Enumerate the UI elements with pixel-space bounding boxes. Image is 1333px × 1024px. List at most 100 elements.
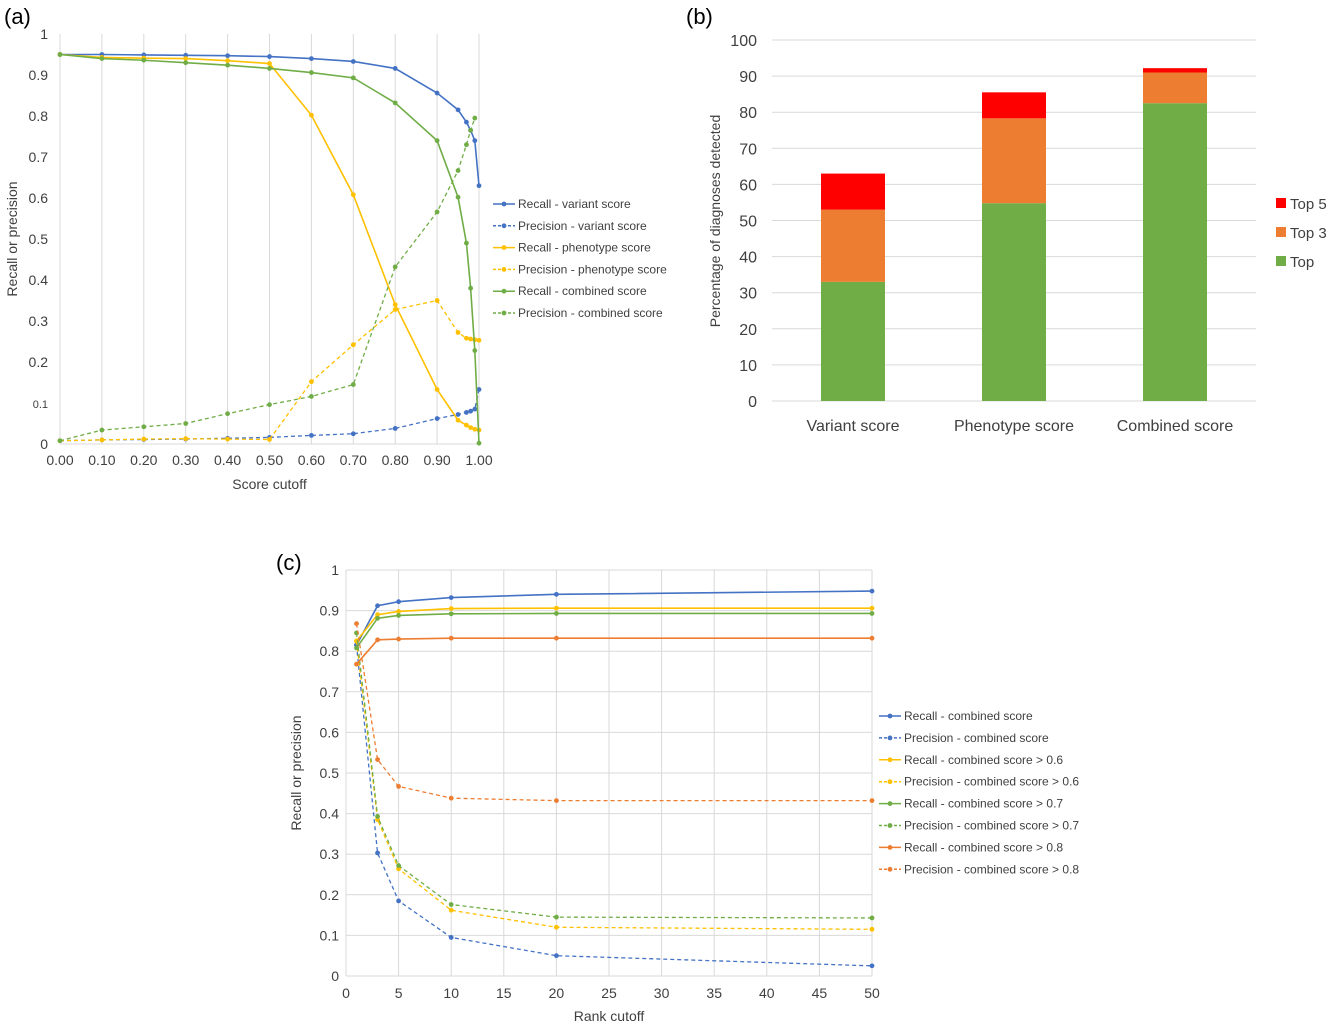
legend-swatch xyxy=(1276,227,1286,237)
data-point xyxy=(267,437,272,442)
data-point xyxy=(434,209,440,215)
bar-segment xyxy=(1143,72,1207,104)
legend-label: Precision - combined score > 0.6 xyxy=(904,775,1079,789)
data-point xyxy=(375,637,380,643)
data-point xyxy=(554,611,559,616)
legend-label: Recall - combined score > 0.8 xyxy=(904,840,1063,854)
data-point xyxy=(554,953,559,959)
data-point xyxy=(554,591,559,597)
x-category-label: Variant score xyxy=(806,418,899,435)
y-tick-label: 0.9 xyxy=(29,67,49,83)
series-line xyxy=(355,590,873,646)
bar-segment xyxy=(982,118,1046,204)
data-point xyxy=(554,605,559,611)
data-point xyxy=(183,60,189,66)
y-tick-label: 20 xyxy=(739,322,757,339)
data-point xyxy=(141,424,147,430)
data-point xyxy=(183,56,189,61)
y-tick-label: 50 xyxy=(739,214,757,231)
y-axis-title: Recall or precision xyxy=(288,715,304,830)
legend-marker xyxy=(887,713,893,719)
x-tick-label: 0.70 xyxy=(340,452,367,468)
legend-marker xyxy=(887,845,893,850)
legend-marker xyxy=(887,823,893,828)
data-point xyxy=(309,379,314,385)
legend-label: Recall - combined score > 0.6 xyxy=(904,753,1063,767)
data-point xyxy=(396,636,401,642)
data-point xyxy=(392,264,398,270)
legend-label: Precision - combined score xyxy=(518,306,663,320)
data-point xyxy=(554,924,559,930)
data-point xyxy=(375,757,380,763)
x-tick-label: 0.10 xyxy=(88,452,115,468)
legend-label: Top 3 xyxy=(1290,225,1327,242)
data-point xyxy=(99,427,105,433)
data-point xyxy=(448,606,454,611)
panel-b-chart: 0 10 20 30 40 50 60 70 80 90 100 Percentage of diag… xyxy=(707,33,1327,435)
data-point xyxy=(396,898,401,904)
x-axis-title: Rank cutoff xyxy=(574,1008,645,1024)
panel-a-label: (a) xyxy=(4,4,31,29)
data-point xyxy=(392,302,398,307)
data-point xyxy=(396,613,401,618)
legend-marker xyxy=(501,288,507,294)
series-line xyxy=(355,607,872,642)
y-axis-title: Recall or precision xyxy=(4,181,20,296)
legend-marker xyxy=(887,779,893,785)
legend-label: Top 5 xyxy=(1290,196,1327,213)
data-point xyxy=(309,56,314,61)
x-axis-title: Score cutoff xyxy=(232,476,307,492)
data-point xyxy=(225,436,231,442)
data-point xyxy=(375,615,380,621)
data-point xyxy=(472,348,478,353)
data-point xyxy=(869,963,875,969)
x-tick-label: 20 xyxy=(549,985,565,1001)
data-point xyxy=(448,935,454,940)
data-point xyxy=(267,402,272,408)
data-point xyxy=(396,863,401,868)
x-tick-label: 0.40 xyxy=(214,452,241,468)
data-point xyxy=(554,914,559,920)
y-tick-label: 60 xyxy=(739,177,757,194)
data-point xyxy=(225,58,231,64)
data-point xyxy=(396,609,401,614)
data-point xyxy=(472,115,478,121)
data-point xyxy=(354,645,359,651)
data-point xyxy=(448,907,454,913)
series-line xyxy=(355,640,873,930)
legend-label: Precision - combined score > 0.8 xyxy=(904,862,1079,876)
data-point xyxy=(448,595,454,601)
y-tick-label: 40 xyxy=(739,250,757,267)
y-tick-label: 0.7 xyxy=(320,684,340,700)
legend-label: Recall - combined score xyxy=(904,709,1033,723)
bar-segment xyxy=(1143,103,1207,402)
legend-marker xyxy=(887,801,893,806)
series-line xyxy=(59,117,476,442)
y-tick-label: 0.4 xyxy=(320,806,340,822)
panel-c-label: (c) xyxy=(276,550,302,575)
data-point xyxy=(869,926,875,932)
data-point xyxy=(392,307,398,312)
legend-swatch xyxy=(1276,198,1286,208)
data-point xyxy=(464,422,469,428)
data-point xyxy=(392,100,398,106)
data-point xyxy=(350,342,356,348)
data-point xyxy=(225,411,231,417)
legend-marker xyxy=(501,267,507,272)
data-point xyxy=(468,336,474,342)
x-tick-label: 0 xyxy=(342,985,350,1001)
y-tick-label: 0.8 xyxy=(320,643,340,659)
x-tick-label: 0.00 xyxy=(46,452,73,468)
data-point xyxy=(375,612,380,618)
y-tick-label: 0.8 xyxy=(29,108,49,124)
bar-segment xyxy=(821,281,885,401)
data-point xyxy=(455,194,461,200)
data-point xyxy=(375,603,380,609)
legend-marker xyxy=(501,201,507,207)
y-tick-label: 10 xyxy=(739,358,757,375)
data-point xyxy=(869,915,875,921)
y-tick-label: 0.1 xyxy=(33,399,48,411)
data-point xyxy=(396,783,401,789)
data-point xyxy=(869,798,875,804)
